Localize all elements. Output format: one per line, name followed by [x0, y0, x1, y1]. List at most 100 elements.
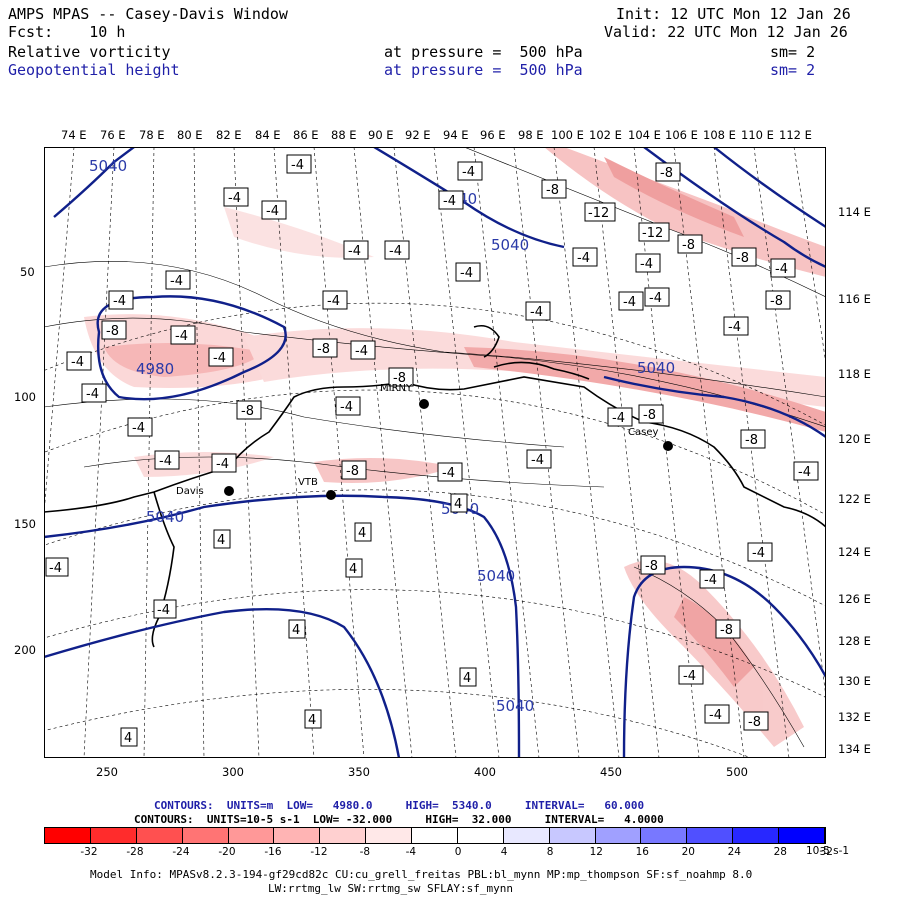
lon-label-top: 84 E	[255, 128, 281, 142]
svg-text:-8: -8	[770, 294, 783, 309]
svg-text:-8: -8	[241, 404, 254, 419]
svg-text:4: 4	[308, 713, 316, 728]
colorbar-swatch	[457, 828, 504, 843]
lon-label-top: 98 E	[518, 128, 544, 142]
colorbar-tick-label: -20	[218, 846, 236, 858]
model-info-line1: Model Info: MPASv8.2.3-194-gf29cd82c CU:…	[90, 868, 753, 881]
colorbar-swatch	[45, 828, 91, 843]
meridian-line	[713, 147, 790, 758]
height-labels: 5040 5040 5040 5040 5040 5040 5040 5040 …	[89, 157, 675, 715]
vorticity-label: 4	[288, 619, 306, 639]
vorticity-label: -8	[101, 320, 127, 340]
station-mirny: MIRNY	[380, 383, 429, 409]
meridian-line	[433, 147, 500, 758]
vorticity-shade	[604, 157, 744, 237]
lon-label-top: 108 E	[703, 128, 736, 142]
vorticity-label: -4	[335, 396, 361, 416]
vorticity-label: 4	[213, 529, 231, 549]
svg-text:-4: -4	[530, 305, 543, 320]
height-contour	[643, 147, 826, 269]
lon-label-top: 112 E	[779, 128, 812, 142]
colorbar-tick-label: -8	[359, 846, 371, 858]
colorbar-tick-label: 32	[819, 846, 833, 858]
vorticity-label: -4	[635, 253, 661, 273]
vorticity-label: -8	[740, 429, 766, 449]
lon-label-right: 132 E	[838, 710, 871, 724]
lon-label-right: 130 E	[838, 674, 871, 688]
vorticity-label: -4	[699, 569, 725, 589]
field2-name: Geopotential height	[8, 61, 180, 79]
svg-text:4: 4	[124, 731, 132, 746]
lon-label-top: 92 E	[405, 128, 431, 142]
svg-text:4: 4	[217, 533, 225, 548]
colorbar-swatch	[779, 828, 825, 843]
colorbar-tick-label: 12	[589, 846, 603, 858]
colorbar-swatch	[503, 828, 550, 843]
vorticity-label: -4	[526, 449, 552, 469]
stations: Davis Casey MIRNY VTB	[176, 383, 673, 500]
svg-text:-4: -4	[348, 244, 361, 259]
svg-text:-8: -8	[346, 464, 359, 479]
vorticity-contour	[44, 261, 826, 398]
svg-text:-8: -8	[745, 433, 758, 448]
vorticity-label: -4	[223, 187, 249, 207]
vorticity-shade	[464, 347, 826, 432]
colorbar-swatch	[274, 828, 321, 843]
colorbar-tick-label: -12	[310, 846, 328, 858]
svg-text:-8: -8	[106, 324, 119, 339]
svg-text:-4: -4	[216, 457, 229, 472]
svg-text:4: 4	[454, 497, 462, 512]
lon-label-top: 100 E	[551, 128, 584, 142]
vorticity-label: -4	[261, 200, 287, 220]
vorticity-labels: -4 -4 -4 -4 -4 -8 -12 -12 -8 -8 -8 -4 -4…	[45, 154, 819, 747]
latitude-line	[44, 689, 752, 758]
svg-text:4: 4	[349, 562, 357, 577]
svg-text:-4: -4	[709, 708, 722, 723]
meridian-line	[143, 147, 155, 758]
vorticity-label: -12	[584, 202, 616, 222]
vorticity-label: -4	[437, 462, 463, 482]
svg-text:-4: -4	[340, 400, 353, 415]
field2-pressure: at pressure = 500 hPa	[384, 61, 583, 79]
vorticity-contour	[44, 398, 565, 448]
vorticity-label: 4	[120, 727, 138, 747]
height-contour	[44, 494, 521, 758]
x-axis-label: 350	[348, 765, 370, 779]
svg-text:-4: -4	[640, 257, 653, 272]
height-contour-label: 5040	[477, 567, 515, 585]
vorticity-label: -4	[81, 383, 107, 403]
station-vostok-bay: VTB	[298, 477, 336, 500]
svg-text:-8: -8	[317, 342, 330, 357]
meridian-line	[313, 147, 365, 758]
colorbar-tick-label: 24	[727, 846, 741, 858]
forecast-hour: Fcst: 10 h	[8, 23, 126, 41]
colorbar-tick-label: -32	[80, 846, 98, 858]
lon-label-right: 116 E	[838, 292, 871, 306]
lon-label-top: 90 E	[368, 128, 394, 142]
y-axis-label: 100	[14, 390, 36, 404]
vorticity-label: -4	[607, 407, 633, 427]
lon-label-right: 128 E	[838, 634, 871, 648]
lon-label-top: 78 E	[139, 128, 165, 142]
svg-text:-8: -8	[645, 559, 658, 574]
svg-text:-4: -4	[577, 251, 590, 266]
svg-text:-8: -8	[748, 715, 761, 730]
vorticity-label: -4	[286, 154, 312, 174]
vorticity-label: -8	[640, 555, 666, 575]
lon-label-right: 120 E	[838, 432, 871, 446]
svg-text:-4: -4	[49, 561, 62, 576]
height-contour-label: 5040	[491, 236, 529, 254]
lon-label-top: 88 E	[331, 128, 357, 142]
colorbar-tick-label: -16	[264, 846, 282, 858]
svg-text:4: 4	[292, 623, 300, 638]
y-axis-label: 200	[14, 643, 36, 657]
vorticity-label: -8	[765, 290, 791, 310]
vorticity-label: -4	[208, 347, 234, 367]
svg-text:-4: -4	[798, 465, 811, 480]
vorticity-label: -4	[457, 161, 483, 181]
y-axis-label: 150	[14, 517, 36, 531]
vorticity-label: -4	[525, 301, 551, 321]
height-contour	[44, 607, 401, 758]
meridian-line	[273, 147, 315, 758]
field2-smoothing: sm= 2	[770, 61, 816, 79]
